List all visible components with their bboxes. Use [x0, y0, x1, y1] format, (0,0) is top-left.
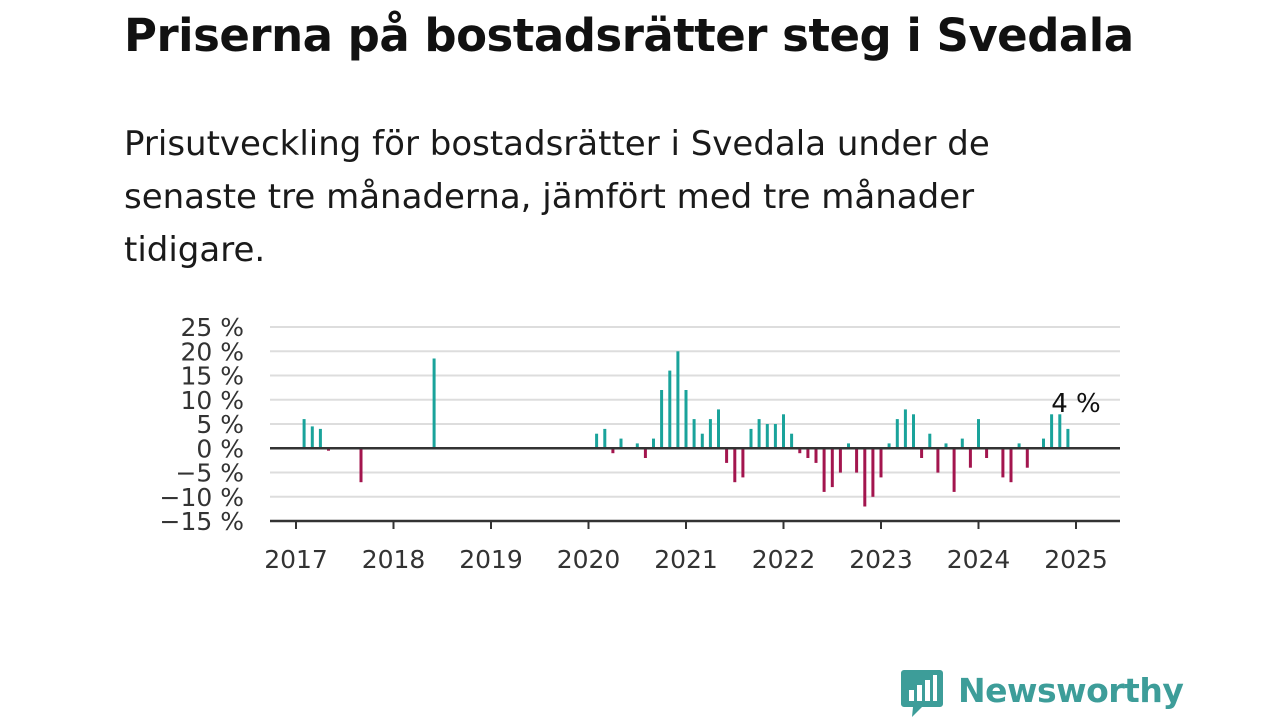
bar [432, 358, 436, 449]
bar [1050, 414, 1054, 449]
page-subtitle: Prisutveckling för bostadsrätter i Sveda… [124, 124, 990, 270]
bar [310, 426, 314, 449]
bar [1066, 428, 1070, 449]
bar [733, 448, 737, 483]
x-tick-label: 2022 [752, 545, 816, 574]
bar [611, 448, 615, 454]
bar [749, 428, 753, 449]
x-tick-label: 2020 [557, 545, 621, 574]
bar [814, 448, 818, 463]
y-tick-label: 10 % [180, 386, 244, 415]
latest-value-annotation: 4 % [1051, 389, 1101, 419]
y-tick-label: 5 % [196, 410, 244, 439]
bar [708, 419, 712, 449]
bar [798, 448, 802, 454]
y-tick-label: 20 % [180, 337, 244, 366]
bar [1001, 448, 1005, 478]
bar [1058, 414, 1062, 449]
bar [1017, 443, 1021, 449]
bar [903, 409, 907, 449]
y-tick-label: 25 % [180, 313, 244, 342]
x-tick-label: 2019 [459, 545, 523, 574]
y-tick-label: −10 % [160, 483, 244, 512]
bar [887, 443, 891, 449]
y-tick-label: 0 % [196, 434, 244, 463]
bar [952, 448, 956, 492]
bar [302, 419, 306, 449]
bar [855, 448, 859, 473]
bar [920, 448, 924, 458]
bar [595, 433, 599, 449]
bar [668, 370, 672, 449]
x-tick-label: 2021 [654, 545, 718, 574]
y-axis-ticks: 25 %20 %15 %10 %5 %0 %−5 %−10 %−15 % [160, 313, 244, 536]
x-axis-ticks: 2017 2018 2019 2020 2021 2022 2023 2024 2025 [264, 521, 1108, 574]
bar [968, 448, 972, 468]
bar [1042, 438, 1045, 449]
bar [725, 448, 729, 463]
bar [318, 428, 322, 449]
bar [717, 409, 720, 449]
page-title: Priserna på bostadsrätter steg i Svedala [124, 9, 1134, 62]
bar [603, 428, 607, 449]
bar [830, 448, 834, 488]
x-tick-label: 2017 [264, 545, 328, 574]
bar [692, 419, 696, 449]
bar [879, 448, 883, 478]
brand-name: Newsworthy [958, 671, 1184, 710]
bar [985, 448, 989, 458]
bar [684, 390, 688, 449]
bar [871, 448, 875, 497]
bar [895, 419, 899, 449]
bar [790, 433, 794, 449]
bars [302, 351, 1070, 507]
bar [977, 419, 980, 449]
bar [944, 443, 948, 449]
bar [822, 448, 826, 492]
bar [619, 438, 623, 449]
x-tick-label: 2025 [1044, 545, 1108, 574]
bar [960, 438, 964, 449]
bar [847, 443, 850, 449]
bar [765, 424, 769, 449]
bar [1009, 448, 1013, 483]
bar [652, 438, 655, 449]
bar [1025, 448, 1029, 468]
x-tick-label: 2018 [362, 545, 426, 574]
bar [741, 448, 745, 478]
bar [635, 443, 639, 449]
y-tick-label: −5 % [175, 459, 244, 488]
bar [660, 390, 664, 449]
y-tick-label: −15 % [160, 507, 244, 536]
bar [936, 448, 940, 473]
bar [757, 419, 761, 449]
bar-chart-speech-bubble-icon [901, 670, 943, 717]
bar [643, 448, 647, 458]
bar [782, 414, 785, 449]
bar [700, 433, 704, 449]
bar [676, 351, 680, 449]
bar [928, 433, 932, 449]
x-tick-label: 2023 [849, 545, 913, 574]
y-tick-label: 15 % [180, 362, 244, 391]
bar [838, 448, 842, 473]
bar [863, 448, 867, 507]
bar [773, 424, 777, 449]
bar [806, 448, 810, 458]
bar [359, 448, 363, 483]
x-tick-label: 2024 [947, 545, 1011, 574]
bar [912, 414, 915, 449]
